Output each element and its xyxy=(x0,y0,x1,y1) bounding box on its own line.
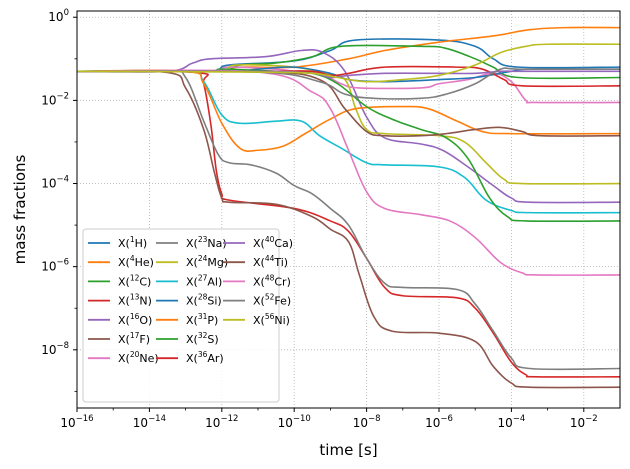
x-tick-label: 10−10 xyxy=(278,414,311,430)
x-tick-label: 10−8 xyxy=(353,414,381,430)
legend-entry: X(28Si) xyxy=(186,293,222,308)
legend-entry: X(44Ti) xyxy=(253,254,288,269)
series-line-al27 xyxy=(77,69,620,214)
legend-entry: X(17F) xyxy=(118,331,150,346)
y-tick-label: 10−8 xyxy=(41,341,69,357)
series-line-na23 xyxy=(77,69,620,371)
series-line-o16 xyxy=(77,49,620,204)
legend-entry: X(23Na) xyxy=(186,235,227,250)
x-tick-label: 10−16 xyxy=(60,414,93,430)
axis-ticks: 10−16 10−14 10−12 10−10 10−8 10−6 10−4 10−2 100 1… xyxy=(41,8,598,430)
legend-entry: X(24Mg) xyxy=(186,254,228,269)
legend-entry: X(4He) xyxy=(118,254,154,269)
legend-entry: X(12C) xyxy=(118,273,151,288)
series-line-mg24 xyxy=(77,64,620,185)
legend-entry: X(13N) xyxy=(118,293,152,308)
x-tick-label: 10−12 xyxy=(205,414,238,430)
x-tick-label: 10−6 xyxy=(425,414,453,430)
legend-entry: X(27Al) xyxy=(186,273,222,288)
legend: X(1H) X(4He) X(12C) X(13N) X(16O) X(17F) X(20N… xyxy=(82,228,293,403)
legend-box xyxy=(82,228,280,403)
legend-entry: X(36Ar) xyxy=(186,350,224,365)
y-tick-label: 10−2 xyxy=(41,91,69,107)
x-tick-label: 10−4 xyxy=(497,414,525,430)
series-line-s32 xyxy=(77,68,620,223)
legend-entry: X(20Ne) xyxy=(118,350,159,365)
plot-frame xyxy=(76,10,621,409)
y-tick-label: 100 xyxy=(48,8,69,24)
x-tick-label: 10−14 xyxy=(133,414,166,430)
legend-entry: X(31P) xyxy=(186,312,218,327)
series-line-n13 xyxy=(77,70,620,378)
series-line-cr48 xyxy=(77,69,620,276)
series-line-ti44 xyxy=(77,70,620,137)
legend-entry: X(56Ni) xyxy=(253,312,290,327)
y-tick-label: 10−6 xyxy=(41,258,69,274)
legend-entry: X(1H) xyxy=(118,235,147,250)
y-tick-label: 10−4 xyxy=(41,175,69,191)
legend-entry: X(48Cr) xyxy=(253,273,291,288)
legend-entry: X(32S) xyxy=(186,331,219,346)
series-line-ne20 xyxy=(77,66,620,104)
legend-entry: X(52Fe) xyxy=(253,293,291,308)
series-lines xyxy=(77,26,620,389)
series-line-f17 xyxy=(77,70,620,389)
y-axis-label: mass fractions xyxy=(11,154,29,264)
series-line-ni56 xyxy=(77,43,620,83)
legend-entry: X(16O) xyxy=(118,312,152,327)
x-axis-label: time [s] xyxy=(319,441,377,459)
series-line-ca40 xyxy=(77,70,620,79)
x-tick-label: 10−2 xyxy=(570,414,598,430)
legend-entry: X(40Ca) xyxy=(253,235,293,250)
